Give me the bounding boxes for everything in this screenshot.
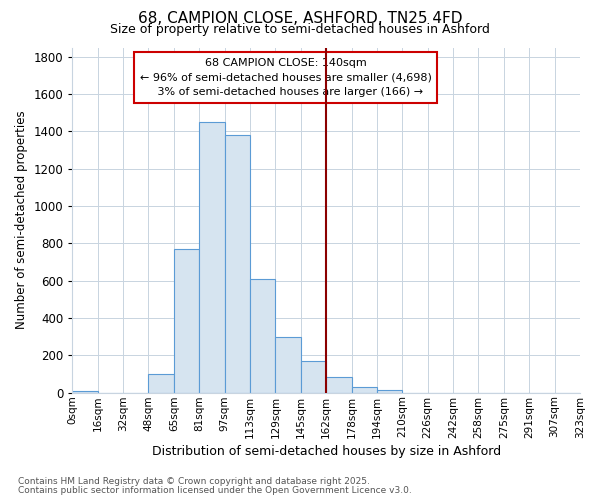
Text: 68, CAMPION CLOSE, ASHFORD, TN25 4FD: 68, CAMPION CLOSE, ASHFORD, TN25 4FD bbox=[138, 11, 462, 26]
Bar bbox=[275, 336, 301, 392]
Text: 68 CAMPION CLOSE: 140sqm
← 96% of semi-detached houses are smaller (4,698)
   3%: 68 CAMPION CLOSE: 140sqm ← 96% of semi-d… bbox=[140, 58, 431, 98]
Text: Contains HM Land Registry data © Crown copyright and database right 2025.: Contains HM Land Registry data © Crown c… bbox=[18, 477, 370, 486]
Bar bbox=[326, 377, 352, 392]
Bar bbox=[174, 249, 199, 392]
Bar bbox=[250, 279, 275, 392]
Bar bbox=[352, 387, 377, 392]
Bar bbox=[73, 391, 98, 392]
Bar bbox=[148, 374, 174, 392]
Bar bbox=[224, 135, 250, 392]
Bar bbox=[199, 122, 224, 392]
Text: Size of property relative to semi-detached houses in Ashford: Size of property relative to semi-detach… bbox=[110, 24, 490, 36]
Y-axis label: Number of semi-detached properties: Number of semi-detached properties bbox=[15, 111, 28, 330]
Text: Contains public sector information licensed under the Open Government Licence v3: Contains public sector information licen… bbox=[18, 486, 412, 495]
X-axis label: Distribution of semi-detached houses by size in Ashford: Distribution of semi-detached houses by … bbox=[152, 444, 501, 458]
Bar bbox=[377, 390, 403, 392]
Bar bbox=[301, 361, 326, 392]
